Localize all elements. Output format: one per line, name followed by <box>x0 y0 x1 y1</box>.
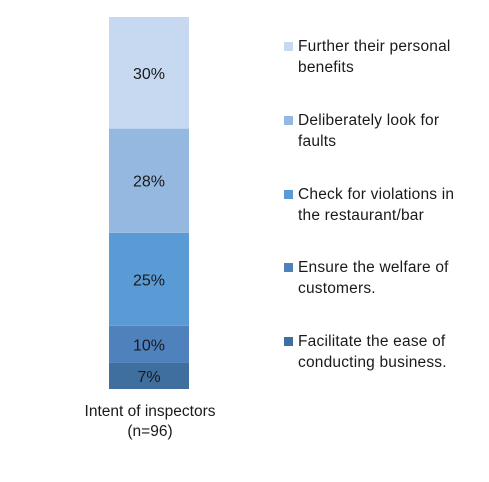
legend-label-5-line-2: conducting business. <box>298 354 447 371</box>
legend-label-3-line-2: the restaurant/bar <box>298 207 424 224</box>
bar-segment-1 <box>109 362 189 389</box>
legend-swatch-3 <box>284 190 293 199</box>
legend-label-2-line-1: Deliberately look for <box>298 112 440 129</box>
legend-swatch-4 <box>284 263 293 272</box>
legend-label-2-line-2: faults <box>298 133 337 150</box>
bar-segment-5 <box>109 17 189 129</box>
legend-label-1: Further their personal benefits <box>298 36 488 78</box>
legend-label-4: Ensure the welfare of customers. <box>298 257 488 299</box>
legend-label-3-line-1: Check for violations in <box>298 186 455 203</box>
legend-label-1-line-1: Further their personal <box>298 38 451 55</box>
category-label-line-1: Intent of inspectors <box>84 403 216 420</box>
legend-swatch-5 <box>284 337 293 346</box>
category-label-line-2: (n=96) <box>127 423 173 440</box>
data-label-3: 25% <box>133 272 165 289</box>
bar-segment-2 <box>109 325 189 363</box>
legend-label-2: Deliberately look for faults <box>298 110 488 152</box>
legend-label-4-line-2: customers. <box>298 280 376 297</box>
legend-label-5-line-1: Facilitate the ease of <box>298 333 446 350</box>
legend-swatch-1 <box>284 42 293 51</box>
data-label-1: 7% <box>137 369 160 386</box>
data-label-5: 30% <box>133 66 165 83</box>
legend-label-5: Facilitate the ease of conducting busines… <box>298 331 488 373</box>
legend-label-3: Check for violations in the restaurant/ba… <box>298 184 488 226</box>
bar-segment-4 <box>109 128 189 233</box>
legend-swatch-2 <box>284 116 293 125</box>
legend-label-4-line-1: Ensure the welfare of <box>298 259 449 276</box>
data-label-4: 28% <box>133 174 165 191</box>
legend-label-1-line-2: benefits <box>298 59 354 76</box>
data-label-2: 10% <box>133 337 165 354</box>
bar-segment-3 <box>109 232 189 326</box>
category-axis-label: Intent of inspectors (n=96) <box>50 402 250 442</box>
